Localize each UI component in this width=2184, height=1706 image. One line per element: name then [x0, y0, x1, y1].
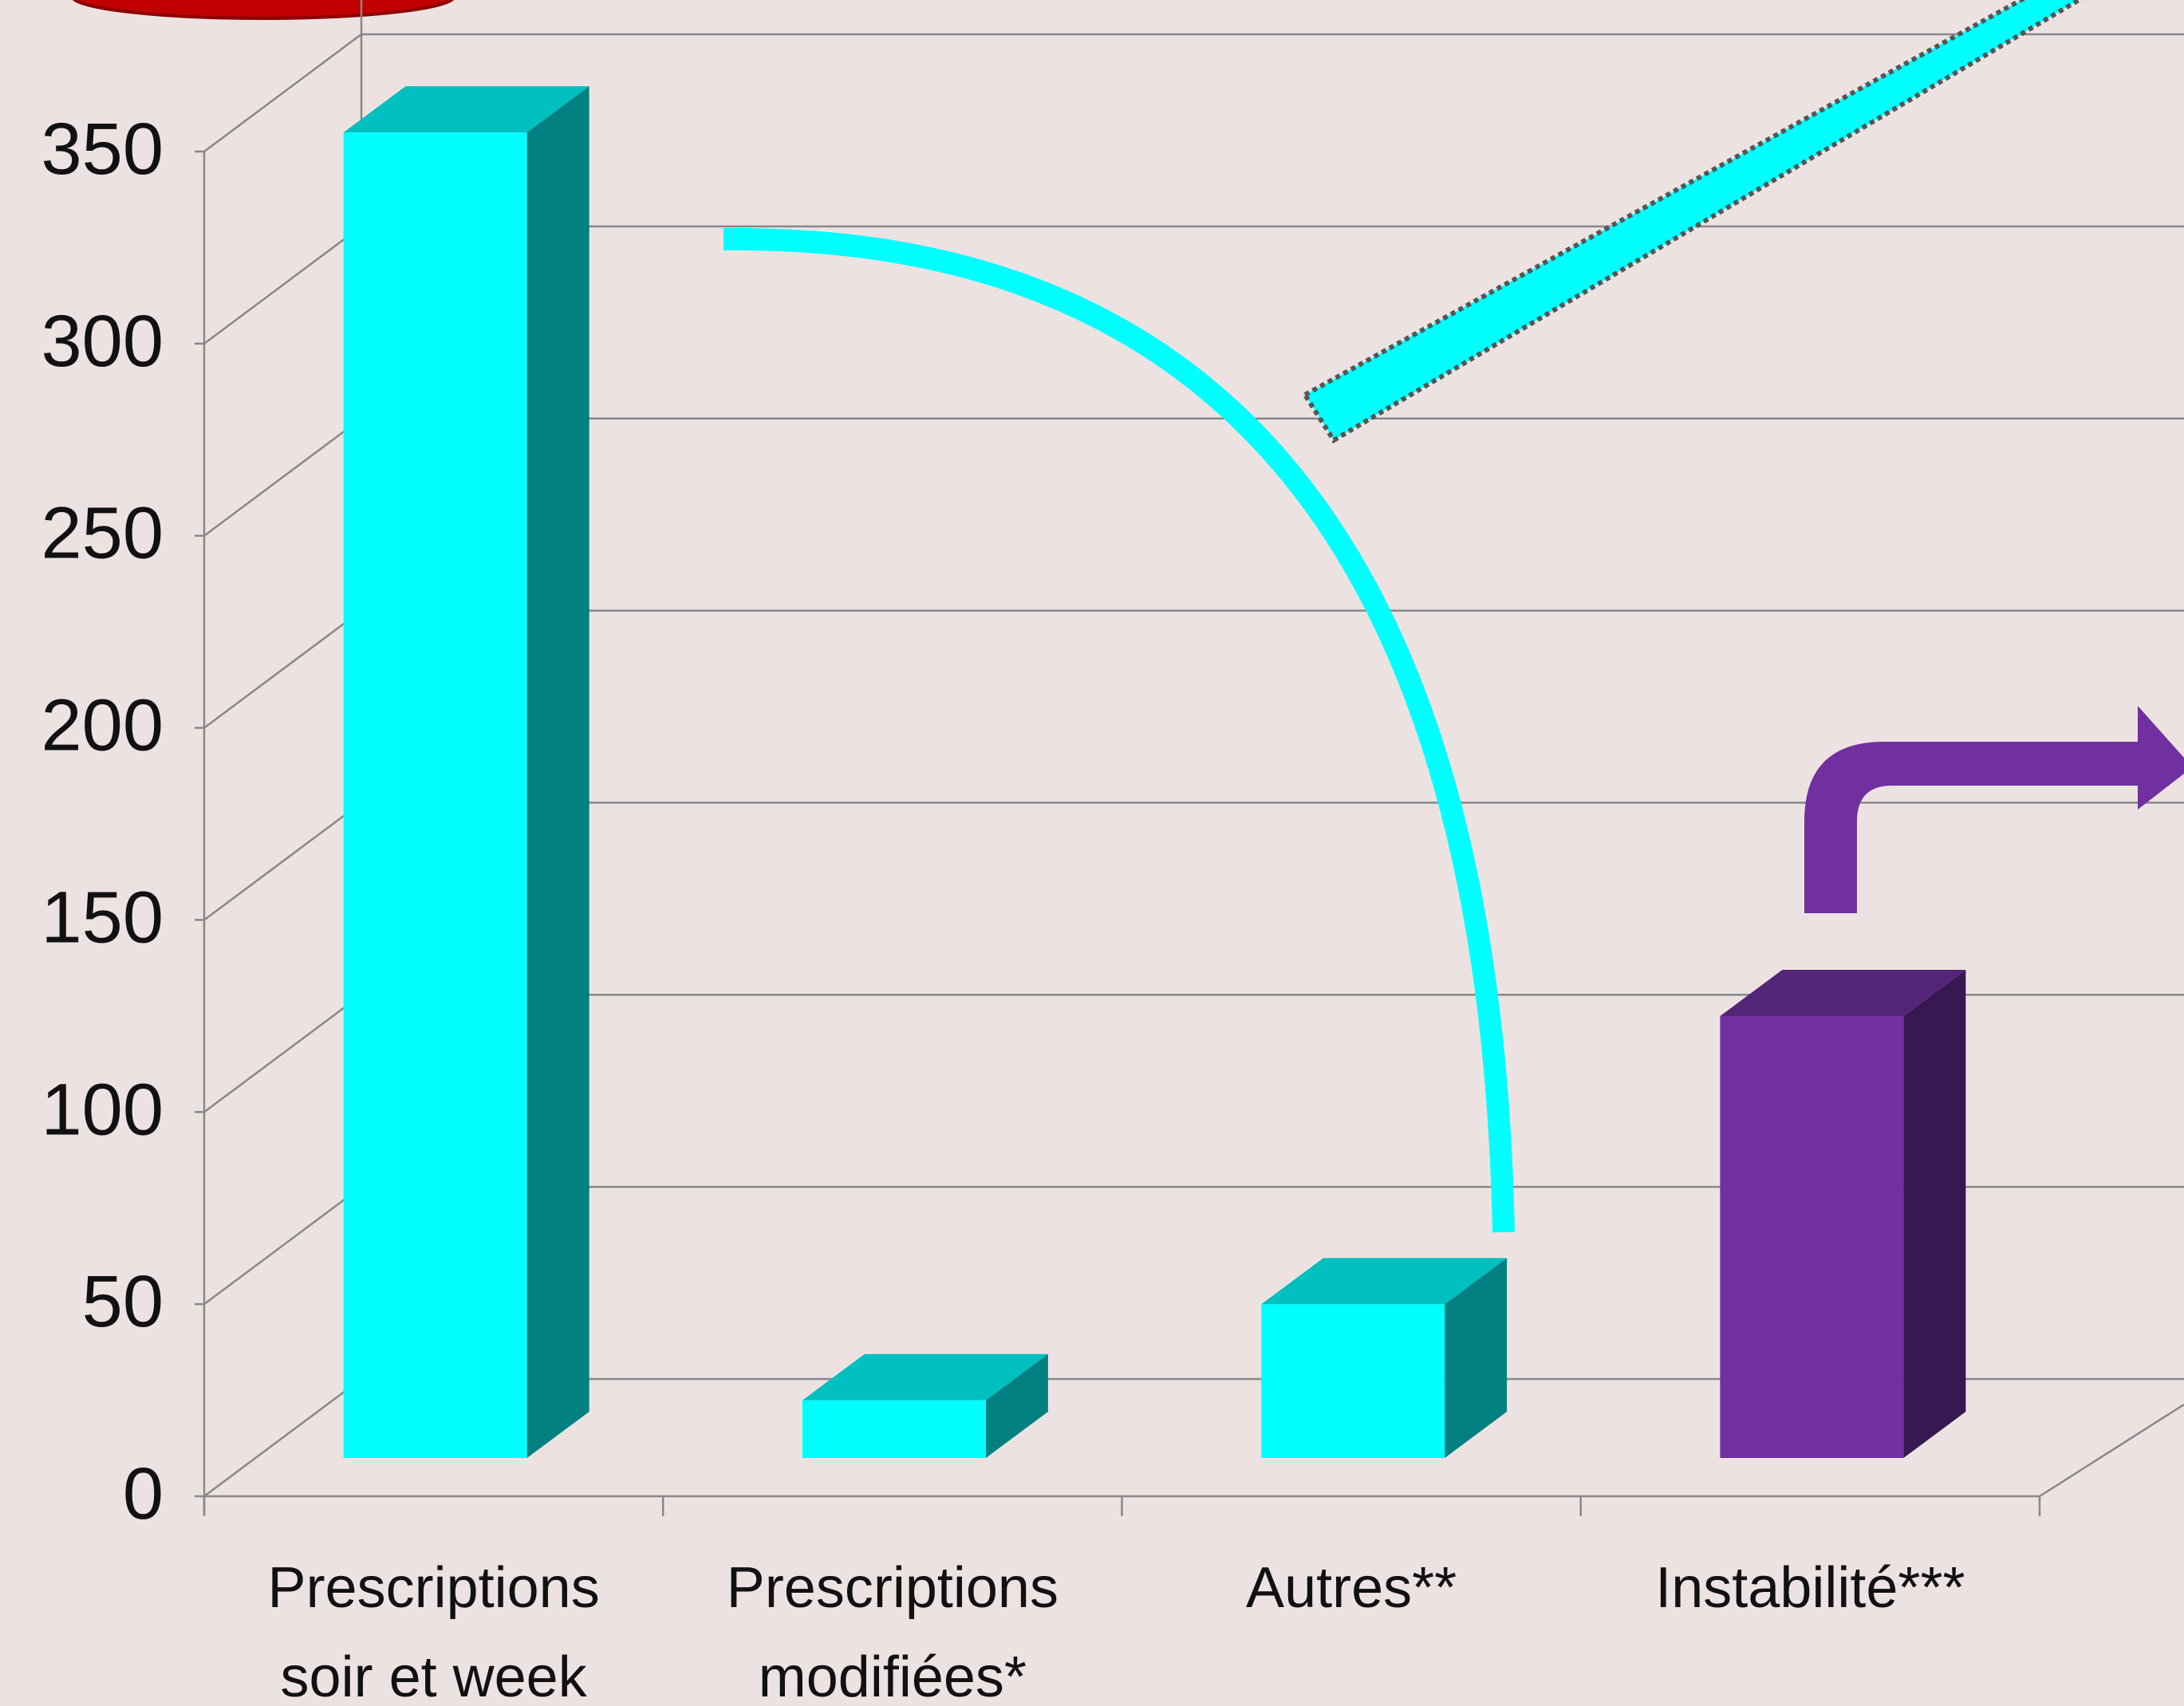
bar-top	[1261, 1258, 1508, 1305]
x-tick-label: Instabilité***	[1655, 1556, 1965, 1620]
bar	[802, 1400, 986, 1458]
y-tick-label: 250	[41, 493, 164, 574]
bar-side	[1445, 1258, 1508, 1458]
x-tick-label: Prescriptions	[268, 1556, 600, 1620]
curved-arc	[723, 227, 1515, 1233]
y-tick-label: 50	[82, 1261, 164, 1342]
diagonal-band	[1301, 0, 2084, 444]
x-tick-label: Autres**	[1246, 1556, 1457, 1620]
y-tick-label: 350	[41, 108, 164, 190]
gridline-diagonal	[203, 417, 362, 537]
bar-3	[1720, 970, 1966, 1458]
x-tick-label: soir et week	[281, 1645, 588, 1702]
gridline-diagonal	[203, 225, 362, 345]
bar	[1261, 1304, 1445, 1458]
y-tick-label: 150	[41, 877, 164, 958]
y-tick-label: 300	[41, 301, 164, 382]
bar-2	[1261, 1258, 1508, 1458]
y-tick-label: 0	[123, 1453, 164, 1535]
gridline-diagonal	[203, 1186, 362, 1306]
y-tick-label: 100	[41, 1069, 164, 1150]
annotation-shapes	[723, 0, 2184, 1233]
bar-top	[1720, 970, 1966, 1017]
floor-left-edge	[203, 1377, 362, 1498]
bar-1	[802, 1353, 1048, 1458]
gridline-diagonal	[203, 994, 362, 1113]
x-axis: Prescriptions soir et week Prescriptions mo…	[203, 1496, 2041, 1706]
bar	[343, 132, 527, 1459]
bar-side	[1903, 970, 1966, 1458]
floor-right-edge	[2039, 1403, 2184, 1498]
bar-top	[802, 1353, 1048, 1401]
x-tick-label: Prescriptions	[727, 1556, 1058, 1620]
bent-arrow	[1804, 706, 2184, 913]
x-tick-label: modifiées*	[759, 1645, 1027, 1702]
bar-0	[343, 86, 589, 1459]
bar-top	[343, 86, 589, 133]
gridline-diagonal	[203, 33, 362, 153]
bar-side	[985, 1353, 1048, 1458]
y-axis: 0 50 100 150 200 250 300 350	[41, 108, 204, 1535]
bars	[343, 86, 1966, 1459]
bar	[1720, 1016, 1904, 1458]
bar-side	[526, 86, 589, 1459]
gridline-diagonal	[203, 609, 362, 729]
red-ellipse-shape	[72, 0, 455, 20]
gridline-diagonal	[203, 802, 362, 921]
red-ellipse	[72, 0, 455, 20]
y-tick-label: 200	[41, 685, 164, 766]
